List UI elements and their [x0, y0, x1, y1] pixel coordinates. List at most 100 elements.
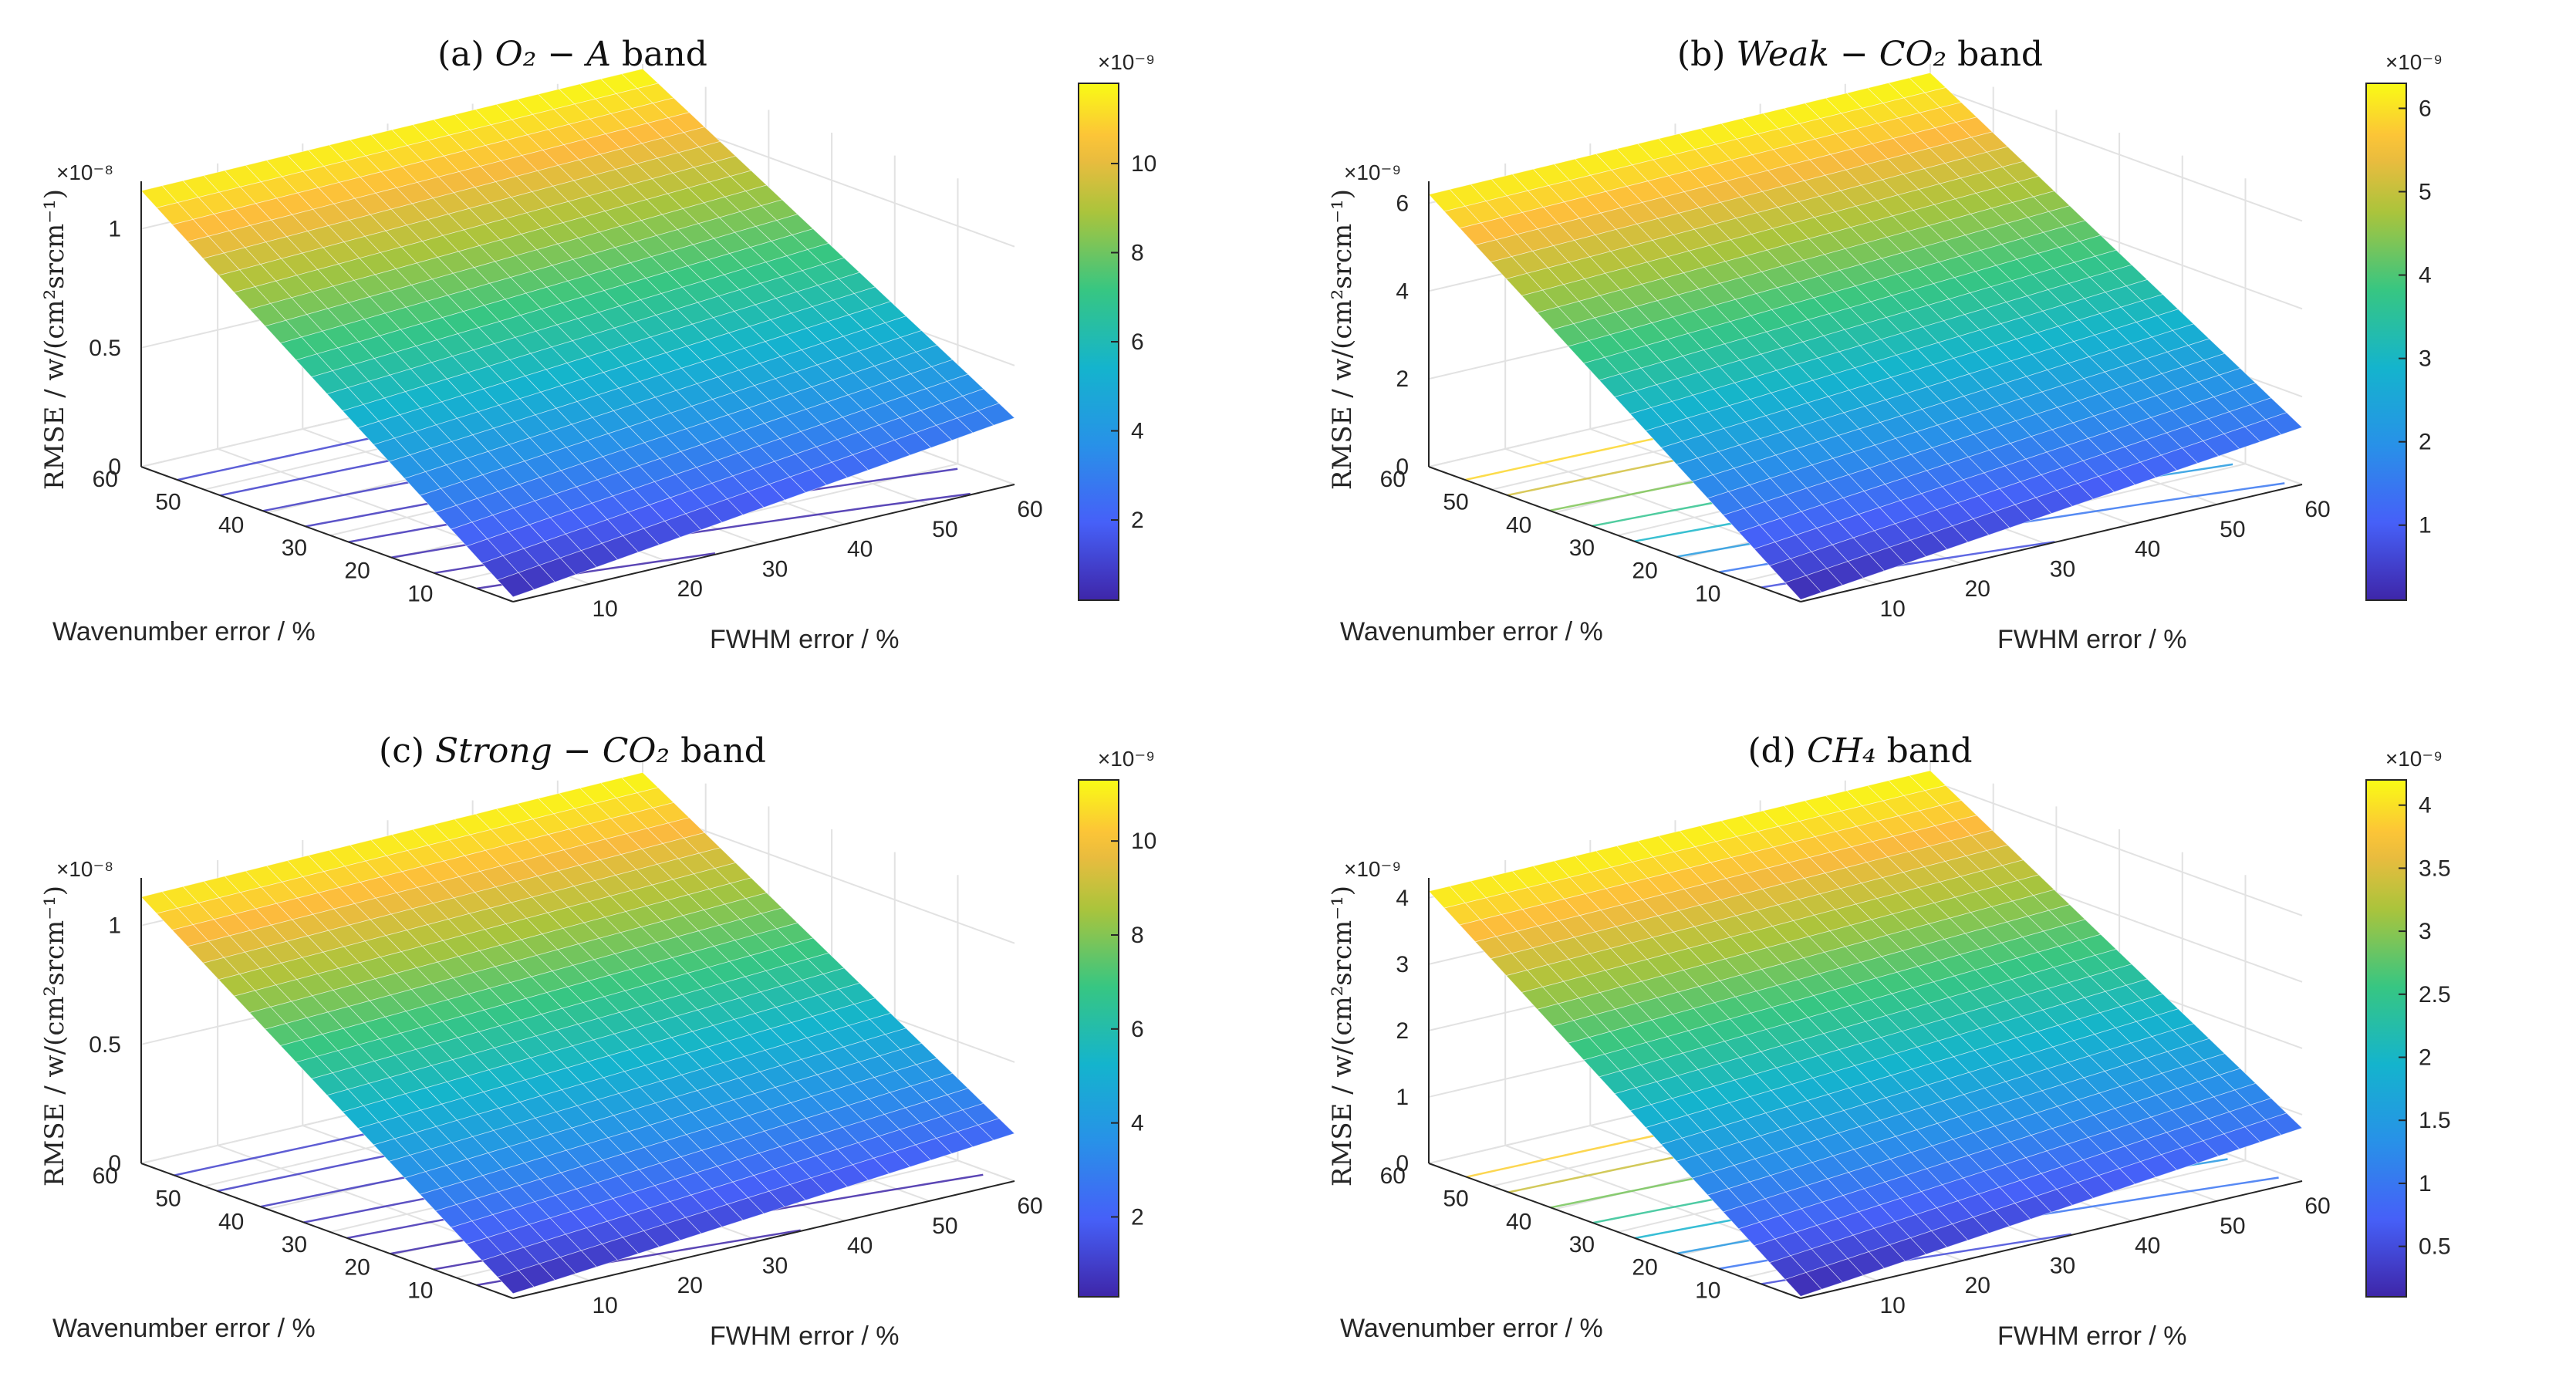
- wavenumber-tick-label: 50: [1443, 490, 1468, 515]
- wavenumber-tick-label: 60: [93, 467, 118, 492]
- colorbar-tick-label: 1: [2419, 1171, 2432, 1197]
- surface-chart-svg: 10203040506010203040506001234×10⁻⁹Wavenu…: [1327, 731, 2451, 1351]
- fwhm-tick-label: 10: [592, 1293, 617, 1318]
- chart-title: (c) Strong − CO₂ band: [379, 731, 766, 771]
- surface-chart-svg: 10203040506010203040506000.51×10⁻⁸Wavenu…: [39, 731, 1156, 1351]
- z-tick-label: 0: [1396, 454, 1409, 480]
- fwhm-tick-label: 60: [2304, 497, 2330, 522]
- fwhm-tick-label: 40: [2135, 537, 2160, 562]
- colorbar-gradient: [2365, 779, 2407, 1298]
- axis-lines: [1428, 878, 2303, 1299]
- surface-cell: [1784, 1272, 1822, 1297]
- axis-lines: [140, 181, 1015, 602]
- z-axis-label: RMSE / w/(cm²srcm⁻¹): [1327, 886, 1358, 1186]
- surface-mesh: [140, 68, 1015, 598]
- colorbar-tick-label: 3: [2419, 346, 2432, 372]
- z-tick-label: 2: [1396, 366, 1409, 392]
- surface-cell: [497, 572, 535, 598]
- fwhm-axis-label: FWHM error / %: [1997, 1321, 2187, 1351]
- fwhm-tick-label: 20: [1965, 576, 1990, 602]
- z-axis-label: RMSE / w/(cm²srcm⁻¹): [39, 189, 70, 490]
- z-tick-label: 0: [108, 454, 121, 480]
- wavenumber-tick-label: 20: [344, 559, 370, 584]
- fwhm-tick-label: 10: [1879, 1293, 1905, 1318]
- surface-cell: [497, 1270, 535, 1294]
- z-axis-label: RMSE / w/(cm²srcm⁻¹): [39, 886, 70, 1186]
- colorbar-tick-label: 3.5: [2419, 856, 2451, 881]
- surface-cell: [1784, 575, 1822, 600]
- colorbar-tick-label: 2.5: [2419, 982, 2451, 1008]
- z-exponent-label: ×10⁻⁸: [56, 857, 113, 881]
- colorbar-tick-label: 4: [2419, 793, 2432, 819]
- wavenumber-tick-label: 30: [1569, 1232, 1595, 1257]
- wavenumber-tick-label: 30: [282, 535, 307, 561]
- wavenumber-tick-label: 50: [155, 1186, 181, 1212]
- colorbar-tick-label: 5: [2419, 179, 2432, 204]
- z-tick-label: 2: [1396, 1018, 1409, 1044]
- fwhm-axis-label: FWHM error / %: [710, 1321, 900, 1351]
- z-tick-label: 4: [1396, 886, 1409, 911]
- wavenumber-tick-label: 60: [1380, 1163, 1406, 1189]
- colorbar-tick-label: 0.5: [2419, 1234, 2451, 1260]
- fwhm-tick-label: 40: [847, 537, 873, 562]
- chart-title: (a) O₂ − A band: [437, 35, 707, 74]
- fwhm-tick-label: 20: [677, 576, 703, 602]
- wavenumber-tick-label: 20: [1632, 1255, 1657, 1281]
- z-tick-label: 6: [1396, 191, 1409, 216]
- colorbar-tick-label: 6: [1131, 1017, 1144, 1042]
- grid-line: [642, 807, 1015, 944]
- wavenumber-tick-label: 20: [344, 1255, 370, 1281]
- wavenumber-tick-label: 60: [93, 1163, 118, 1189]
- colorbar: 0.5 1 1.5 2 2.5 3 3.5 4 ×10⁻⁹: [2365, 747, 2451, 1298]
- chart-panel: 10 20 30 40 50 60 10 20 30 40 50 60 0 0.5 1 ×10⁻⁸ Wavenu…: [0, 697, 1288, 1393]
- wavenumber-axis-label: Wavenumber error / %: [52, 1314, 316, 1343]
- colorbar-tick-label: 6: [2419, 96, 2432, 121]
- surface-mesh: [1428, 72, 2303, 600]
- colorbar-tick-label: 4: [2419, 263, 2432, 289]
- colorbar-exponent-label: ×10⁻⁹: [1098, 50, 1155, 74]
- wavenumber-tick-label: 60: [1380, 467, 1406, 492]
- wavenumber-tick-label: 10: [407, 581, 433, 606]
- z-axis-label: RMSE / w/(cm²srcm⁻¹): [1327, 189, 1358, 490]
- fwhm-tick-label: 30: [762, 556, 788, 582]
- colorbar-tick-label: 8: [1131, 923, 1144, 948]
- z-tick-label: 0: [1396, 1151, 1409, 1176]
- colorbar-tick-label: 1: [2419, 513, 2432, 538]
- fwhm-axis-label: FWHM error / %: [710, 625, 900, 654]
- fwhm-tick-label: 50: [932, 517, 957, 542]
- axis-lines: [1428, 181, 2303, 602]
- fwhm-tick-label: 30: [2050, 556, 2075, 582]
- z-tick-label: 3: [1396, 952, 1409, 977]
- colorbar-tick-label: 2: [2419, 1045, 2432, 1071]
- fwhm-tick-label: 60: [1017, 497, 1042, 522]
- colorbar: 1 2 3 4 5 6 ×10⁻⁹: [2365, 50, 2443, 601]
- z-exponent-label: ×10⁻⁹: [1344, 857, 1401, 881]
- z-tick-label: 4: [1396, 278, 1409, 304]
- chart-panel: 10 20 30 40 50 60 10 20 30 40 50 60 0 2 4 6 ×10⁻⁹ Wavenum…: [1288, 0, 2575, 697]
- fwhm-tick-label: 30: [762, 1253, 788, 1278]
- colorbar-tick-label: 6: [1131, 329, 1144, 355]
- wavenumber-tick-label: 30: [282, 1232, 307, 1257]
- fwhm-tick-label: 10: [592, 596, 617, 622]
- wavenumber-axis-label: Wavenumber error / %: [1340, 1314, 1603, 1343]
- fwhm-tick-label: 60: [2304, 1193, 2330, 1219]
- chart-panel: 10 20 30 40 50 60 10 20 30 40 50 60 0 1 2 3 4 ×10⁻⁹ Wavenu…: [1288, 697, 2575, 1393]
- fwhm-tick-label: 50: [2220, 517, 2245, 542]
- z-tick-label: 1: [108, 913, 121, 939]
- colorbar-exponent-label: ×10⁻⁹: [2385, 747, 2443, 771]
- chart-panel: 10 20 30 40 50 60 10 20 30 40 50 60 0 0.5 1 ×10⁻⁸ Wavenu…: [0, 0, 1288, 697]
- colorbar-gradient: [2365, 83, 2407, 601]
- colorbar-tick-label: 10: [1131, 829, 1156, 854]
- colorbar: 2 4 6 8 10 ×10⁻⁹: [1078, 50, 1156, 601]
- colorbar-exponent-label: ×10⁻⁹: [2385, 50, 2443, 74]
- fwhm-axis-label: FWHM error / %: [1997, 625, 2187, 654]
- grid-line: [1929, 85, 2303, 222]
- z-tick-label: 0.5: [89, 1032, 121, 1058]
- colorbar-gradient: [1078, 779, 1119, 1298]
- z-exponent-label: ×10⁻⁸: [56, 160, 113, 184]
- surface-chart-svg: 10203040506010203040506000.51×10⁻⁸Wavenu…: [39, 35, 1156, 654]
- wavenumber-tick-label: 50: [1443, 1186, 1468, 1212]
- wavenumber-tick-label: 40: [218, 1209, 244, 1234]
- colorbar-tick-label: 8: [1131, 240, 1144, 265]
